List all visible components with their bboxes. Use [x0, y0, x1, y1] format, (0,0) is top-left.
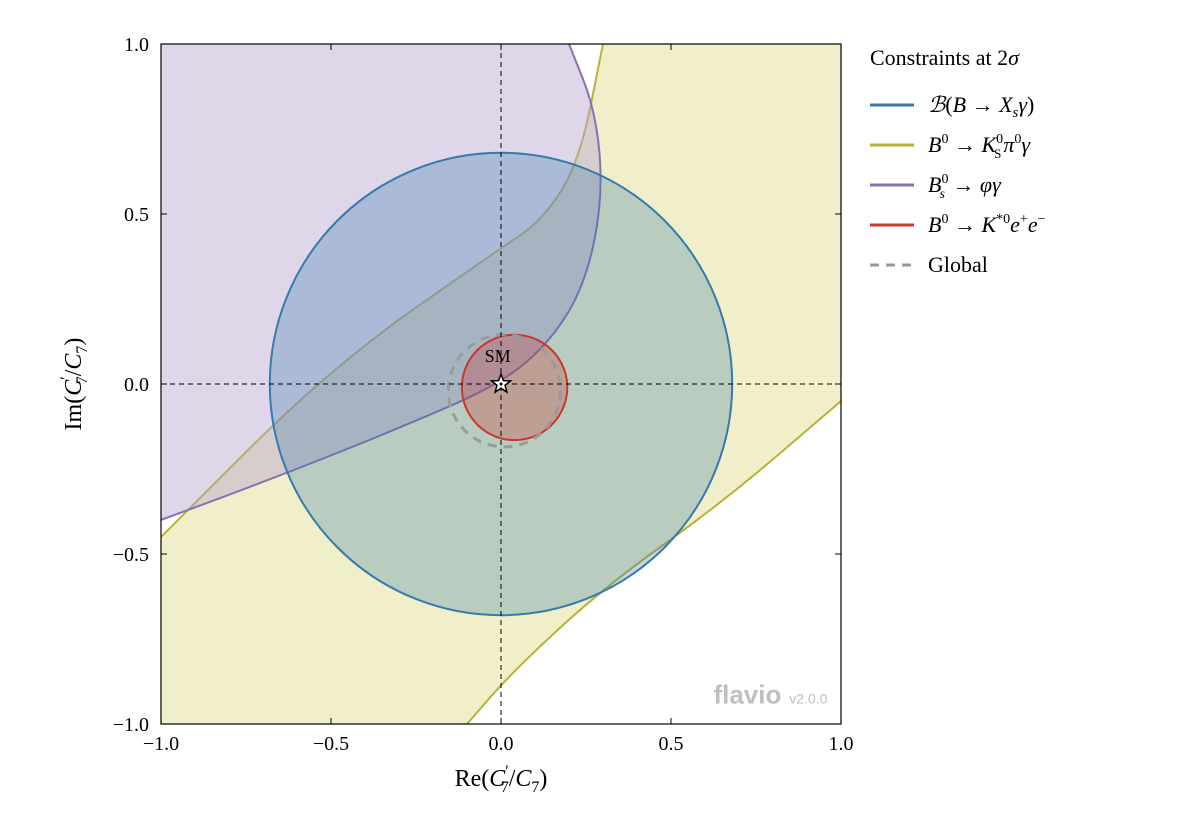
x-tick-label: −0.5 — [313, 733, 349, 755]
x-tick-label: 0.5 — [659, 733, 684, 755]
x-tick-label: −1.0 — [143, 733, 179, 755]
region-red — [462, 335, 567, 440]
legend-item-label: Global — [928, 252, 988, 277]
legend-item-label: ℬ(B → Xsγ) — [928, 92, 1034, 121]
watermark-main: flavio — [713, 680, 781, 710]
x-tick-label: 1.0 — [829, 733, 854, 755]
sm-marker-dot — [500, 383, 503, 386]
y-tick-label: 0.5 — [124, 204, 149, 226]
chart-svg: SM flavio v2.0.0 −1.0 −0.5 0.0 0.5 1.0 −1.0 −0.5… — [0, 0, 1200, 815]
watermark-sub: v2.0.0 — [785, 691, 827, 707]
legend-title: Constraints at 2σ — [870, 45, 1020, 70]
chart-container: SM flavio v2.0.0 −1.0 −0.5 0.0 0.5 1.0 −1.0 −0.5… — [0, 0, 1200, 815]
x-tick-label: 0.0 — [489, 733, 514, 755]
y-tick-label: 1.0 — [124, 34, 149, 56]
y-tick-label: −1.0 — [113, 714, 149, 736]
y-tick-label: −0.5 — [113, 544, 149, 566]
y-tick-label: 0.0 — [124, 374, 149, 396]
sm-label: SM — [485, 346, 511, 366]
